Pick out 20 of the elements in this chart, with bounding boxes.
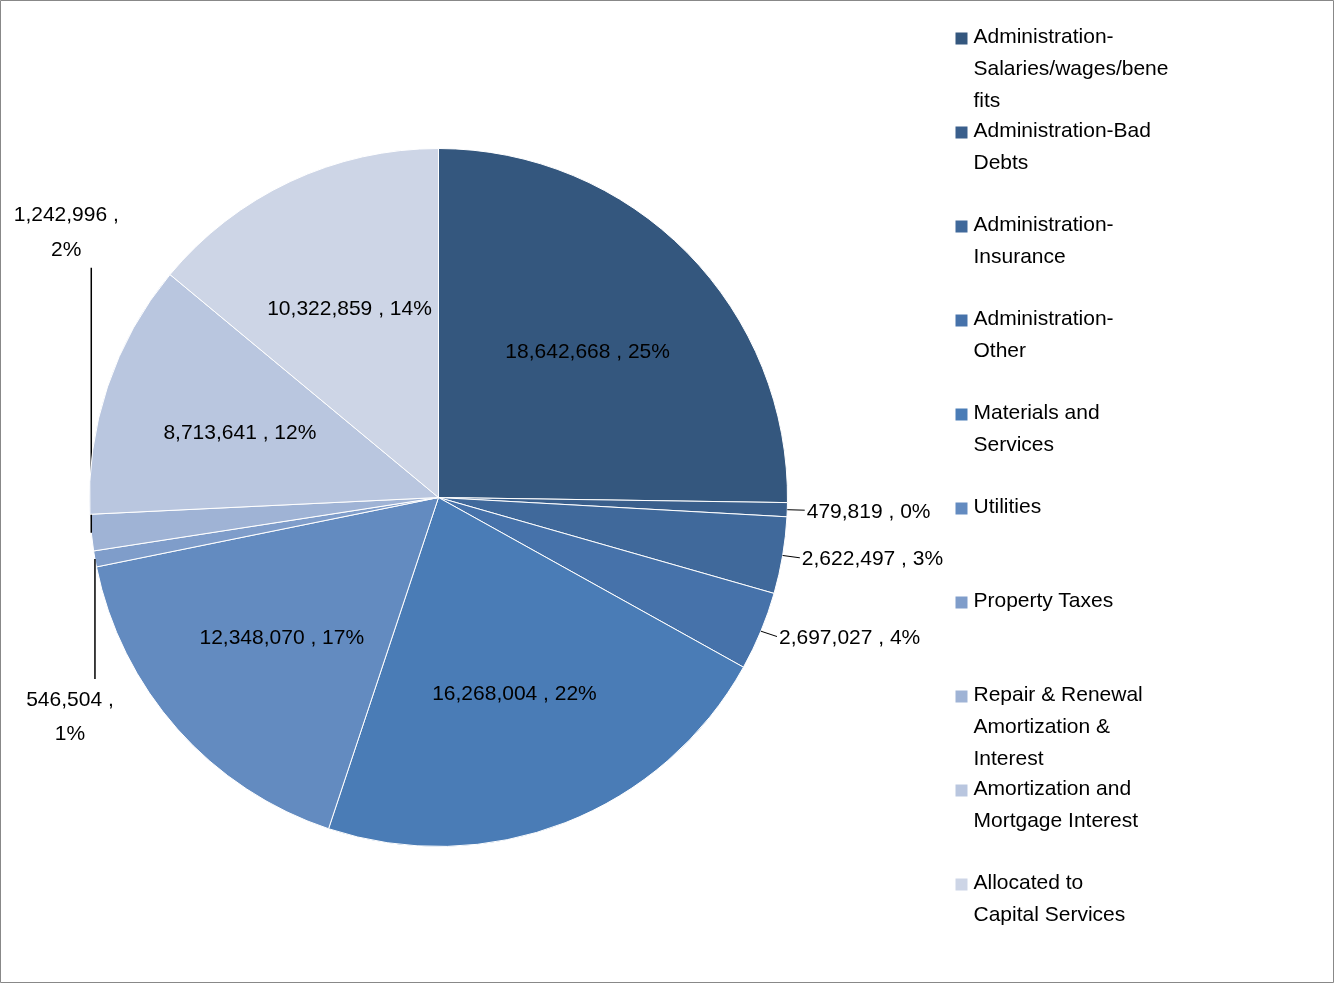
legend-label: Materials and Services xyxy=(973,399,1100,455)
data-label: 2,622,497 , 3% xyxy=(801,546,944,570)
legend-label: Property Taxes xyxy=(973,587,1114,611)
legend-label: Administration-Salaries/wages/benefits xyxy=(973,23,1169,111)
data-label: 1,242,996 , 2% xyxy=(13,202,119,260)
data-label: 18,642,668 , 25% xyxy=(505,339,670,363)
legend-label: Administration-Insurance xyxy=(973,211,1114,267)
data-label: 479,819 , 0% xyxy=(806,498,931,522)
data-label: 8,713,641 , 12% xyxy=(163,419,317,443)
data-label: 2,697,027 , 4% xyxy=(779,625,921,649)
data-label: 10,322,859 , 14% xyxy=(267,296,432,320)
legend-label: Administration-Other xyxy=(973,305,1114,361)
data-label: 546,504 , 1% xyxy=(26,686,114,745)
data-label: 12,348,070 , 17% xyxy=(199,624,365,648)
data-label: 16,268,004 , 22% xyxy=(432,681,597,705)
legend-label: Amortization and Mortgage Interest xyxy=(973,775,1139,831)
legend-label: Utilities xyxy=(973,493,1042,517)
legend-label: Allocated to Capital Services xyxy=(973,869,1126,925)
legend-label: Repair & Renewal Amortization & Interest xyxy=(973,681,1143,769)
legend-label: Administration-Bad Debts xyxy=(973,117,1151,173)
